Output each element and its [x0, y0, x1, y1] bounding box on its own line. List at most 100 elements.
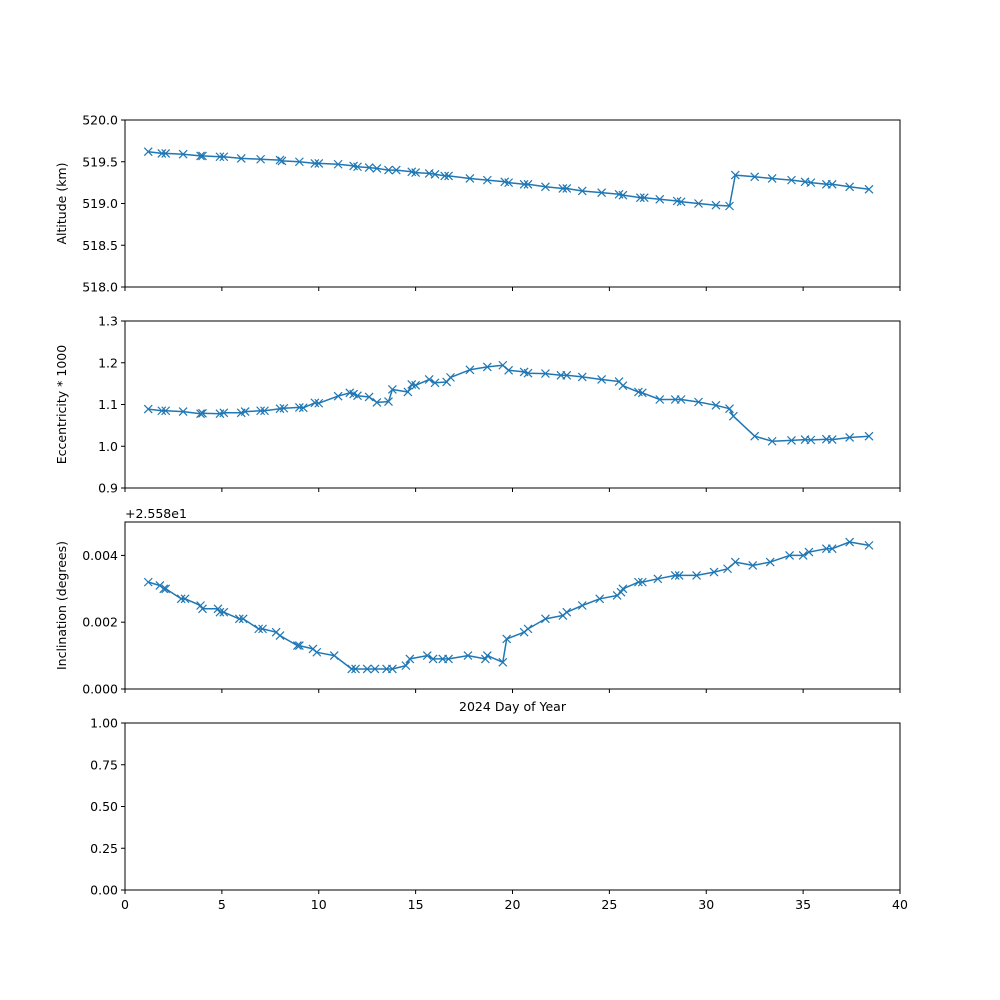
eccentricity-data-point — [260, 406, 269, 416]
eccentricity-data-point — [424, 375, 434, 384]
altitude-data-point — [314, 158, 324, 168]
altitude-data-point — [845, 182, 855, 192]
empty-xtick-label: 0 — [121, 897, 129, 912]
empty-xtick-label: 25 — [601, 897, 617, 912]
inclination-data-point — [347, 664, 357, 674]
inclination-series-line — [148, 541, 870, 670]
inclination-data-point — [258, 624, 267, 634]
altitude-data-point — [333, 159, 343, 169]
eccentricity-data-point — [504, 365, 514, 375]
inclination-data-point — [219, 607, 229, 617]
inclination-xlabel: 2024 Day of Year — [459, 699, 567, 714]
altitude-ylabel: Altitude (km) — [54, 163, 69, 245]
eccentricity-data-point — [767, 436, 777, 446]
eccentricity-data-point — [597, 375, 607, 384]
altitude-data-point — [294, 157, 304, 167]
eccentricity-data-point — [157, 406, 167, 416]
altitude-ytick-label: 520.0 — [82, 113, 118, 128]
inclination-data-point — [692, 571, 701, 580]
inclination-data-point — [215, 607, 225, 617]
altitude-data-point — [196, 151, 205, 161]
inclination-data-point — [387, 664, 397, 674]
eccentricity-data-point — [827, 435, 837, 444]
altitude-data-point — [827, 179, 837, 189]
eccentricity-data-point — [711, 400, 721, 410]
altitude-data-point — [730, 170, 740, 180]
eccentricity-data-point — [845, 433, 855, 442]
eccentricity-data-point — [198, 408, 207, 418]
altitude-data-point — [430, 169, 440, 179]
inclination-data-point — [428, 654, 438, 664]
eccentricity-ytick-label: 0.9 — [98, 481, 118, 496]
empty-ytick-label: 0.25 — [90, 841, 118, 856]
inclination-data-point — [293, 641, 302, 651]
inclination-data-point — [709, 567, 719, 577]
inclination-ytick-label: 0.000 — [82, 682, 118, 697]
altitude-ytick-label: 519.0 — [82, 196, 118, 211]
altitude-data-point — [558, 184, 568, 193]
empty-ytick-label: 0.75 — [90, 757, 118, 772]
inclination-data-point — [723, 564, 732, 574]
altitude-ytick-label: 518.0 — [82, 280, 118, 295]
altitude-data-point — [562, 184, 572, 193]
altitude-data-point — [364, 163, 374, 173]
inclination-ylabel: Inclination (degrees) — [54, 541, 69, 670]
altitude-data-point — [275, 155, 285, 165]
altitude-data-point — [523, 179, 533, 189]
inclination-data-point — [143, 577, 153, 587]
eccentricity-data-point — [637, 388, 647, 398]
empty-xtick-label: 15 — [408, 897, 424, 912]
eccentricity-data-point — [275, 404, 285, 414]
eccentricity-data-point — [161, 406, 171, 416]
altitude-data-point — [806, 178, 816, 188]
eccentricity-data-point — [728, 411, 738, 421]
altitude-axes-frame — [124, 119, 901, 288]
altitude-ytick-label: 518.5 — [82, 238, 118, 253]
eccentricity-ylabel: Eccentricity * 1000 — [54, 345, 69, 464]
eccentricity-data-point — [541, 369, 550, 379]
eccentricity-data-point — [618, 381, 628, 391]
inclination-data-point — [730, 557, 740, 567]
altitude-data-point — [157, 148, 167, 158]
eccentricity-data-point — [298, 403, 308, 413]
eccentricity-data-point — [694, 397, 703, 407]
inclination-ytick-label: 0.004 — [82, 548, 118, 563]
eccentricity-data-point — [219, 408, 229, 418]
altitude-series-line — [148, 150, 870, 207]
eccentricity-data-point — [279, 403, 289, 413]
inclination-data-point — [161, 584, 171, 594]
inclination-data-point — [618, 584, 628, 594]
inclination-data-point — [444, 654, 453, 664]
eccentricity-data-point — [523, 368, 533, 378]
empty-xtick-label: 35 — [795, 897, 811, 912]
altitude-data-point — [198, 151, 207, 161]
altitude-data-point — [597, 188, 607, 198]
eccentricity-data-point — [446, 372, 455, 382]
empty-xtick-label: 10 — [311, 897, 327, 912]
inclination-data-point — [798, 550, 808, 560]
inclination-data-point — [498, 657, 508, 667]
altitude-data-point — [482, 175, 492, 185]
eccentricity-ytick-label: 1.2 — [98, 355, 118, 370]
inclination-data-point — [238, 614, 248, 624]
eccentricity-data-point — [310, 398, 320, 408]
inclination-data-point — [674, 571, 684, 580]
eccentricity-data-point — [240, 407, 250, 417]
inclination-data-point — [482, 651, 492, 661]
inclination-data-point — [785, 550, 794, 560]
inclination-data-point — [234, 614, 244, 624]
eccentricity-data-point — [387, 385, 397, 394]
altitude-data-point — [411, 168, 421, 178]
inclination-data-point — [275, 631, 285, 640]
empty-ytick-label: 0.00 — [90, 883, 118, 898]
inclination-data-point — [198, 604, 207, 614]
empty-xtick-label: 30 — [698, 897, 714, 912]
altitude-data-point — [143, 147, 153, 157]
eccentricity-data-point — [314, 398, 324, 408]
altitude-data-point — [384, 165, 393, 175]
empty-xtick-label: 40 — [892, 897, 908, 912]
inclination-data-point — [804, 547, 814, 557]
inclination-data-point — [422, 651, 432, 661]
eccentricity-data-point — [196, 409, 205, 419]
altitude-ytick-label: 519.5 — [82, 154, 118, 169]
